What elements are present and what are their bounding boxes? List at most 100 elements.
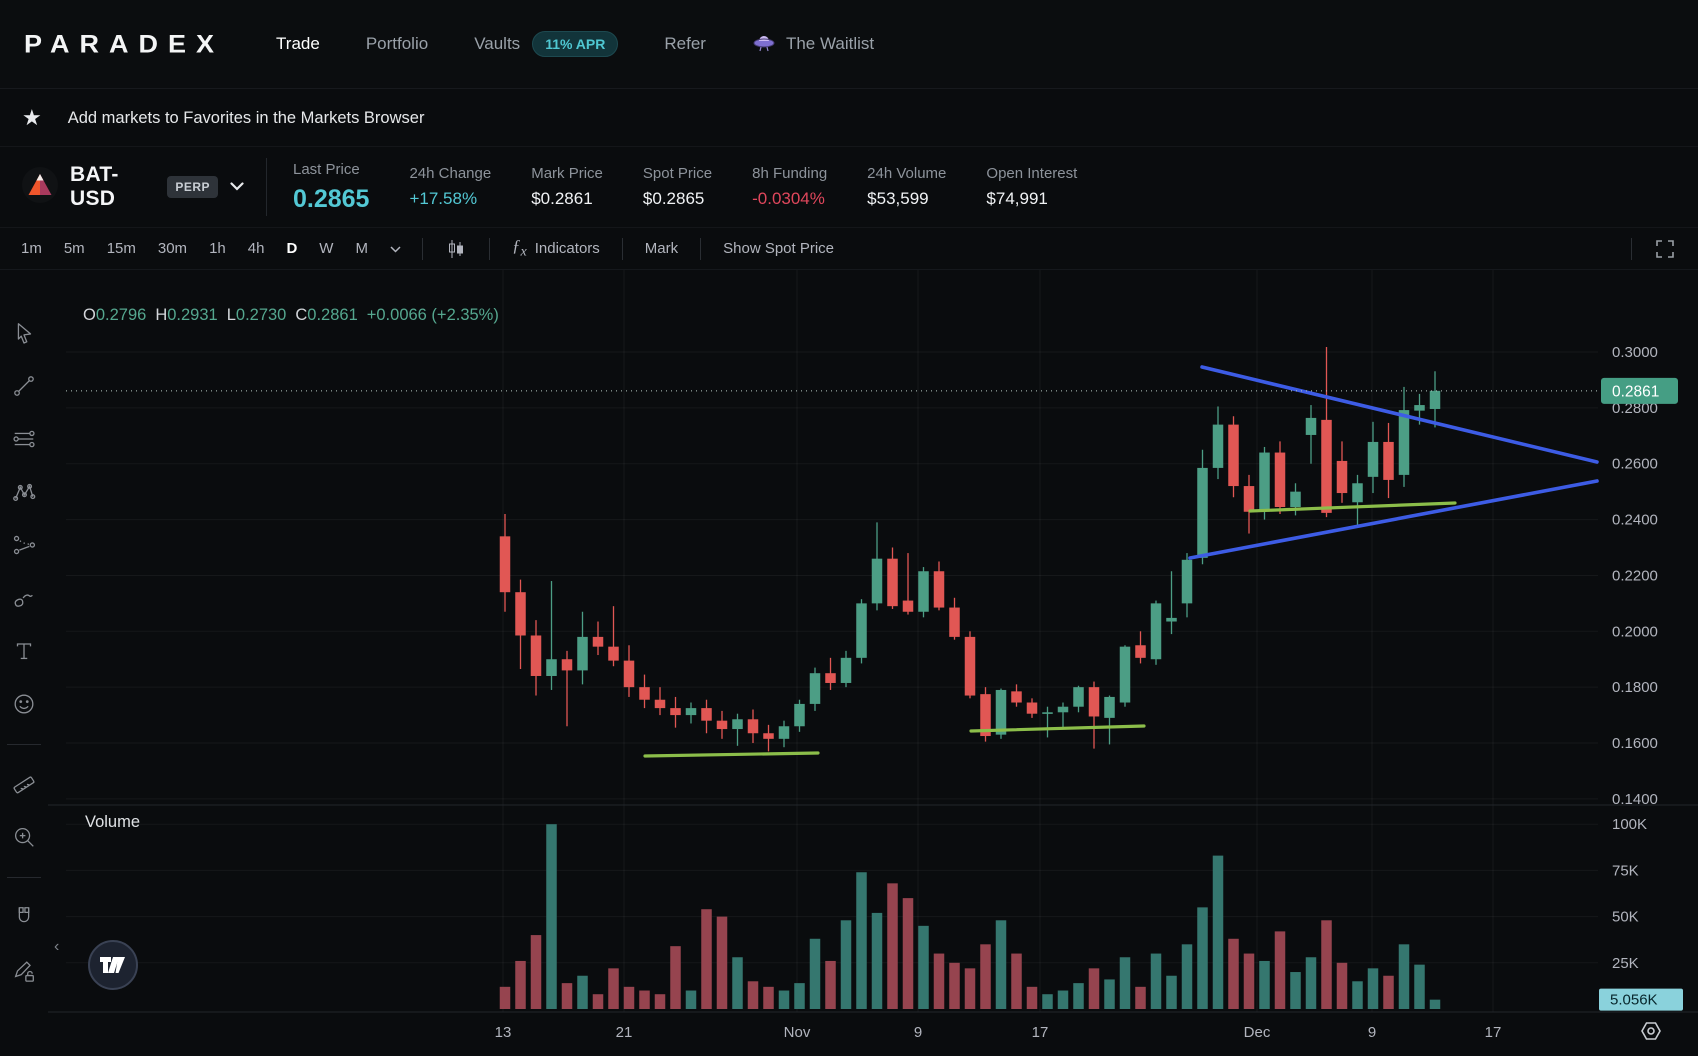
volume-bar (1321, 920, 1332, 1009)
support-line-oct-support[interactable] (643, 751, 820, 758)
candle-body (592, 636, 604, 647)
nav-vaults[interactable]: Vaults (474, 34, 521, 53)
timeframe-1w[interactable]: W (319, 240, 334, 257)
brush-tool[interactable] (9, 583, 39, 613)
candle-body (1228, 424, 1239, 487)
mark-price-toggle[interactable]: Mark (644, 240, 679, 257)
emoji-tool[interactable] (9, 689, 39, 719)
volume-bar (654, 994, 666, 1009)
candle-body (778, 726, 790, 739)
tools-divider (7, 744, 41, 745)
magnet-tool[interactable] (9, 902, 39, 932)
support-line-dec-support[interactable] (1248, 501, 1457, 513)
support-line-nov-support[interactable] (969, 724, 1146, 733)
trendline-upper-triangle[interactable] (1200, 365, 1599, 464)
price-axis-label: 0.2800 (1612, 400, 1658, 417)
date-axis-label: 17 (1032, 1024, 1049, 1041)
favorite-star-icon[interactable]: ★ (22, 105, 42, 130)
cursor-tool[interactable] (9, 318, 39, 348)
timeframe-5m[interactable]: 5m (63, 240, 85, 257)
trendline-lower-triangle[interactable] (1188, 479, 1599, 560)
toolbar-separator (1631, 237, 1632, 260)
fullscreen-icon[interactable] (1642, 238, 1688, 260)
date-axis-label: Nov (784, 1024, 811, 1041)
volume-bar (763, 986, 774, 1009)
zoom-in-tool[interactable] (9, 822, 39, 852)
timeframe-1m[interactable]: 1m (21, 240, 42, 257)
chart-settings-gear-icon[interactable] (1638, 1018, 1664, 1049)
nav-refer[interactable]: Refer (664, 34, 706, 53)
collapse-toolbar-chevron-icon[interactable]: ‹ (54, 938, 60, 955)
drawing-edit-lock-tool[interactable] (9, 955, 39, 985)
nav-trade[interactable]: Trade (276, 34, 320, 53)
trend-line-tool[interactable] (9, 371, 39, 401)
volume-bar (949, 962, 960, 1009)
volume-bar (1259, 960, 1270, 1009)
candle-body (1290, 491, 1301, 508)
volume-bar (1367, 968, 1379, 1009)
candle-body (1383, 441, 1394, 480)
chart-style-button[interactable] (433, 238, 479, 260)
timeframe-1d[interactable]: D (286, 240, 298, 257)
volume-bar (1290, 972, 1301, 1009)
volume-bar (670, 946, 681, 1009)
candle-body (1197, 467, 1208, 558)
volume-bar (1414, 964, 1425, 1009)
open-value: 0.2796 (95, 306, 147, 324)
volume-bar (530, 935, 542, 1009)
volume-bar (825, 960, 836, 1009)
volume-bar (995, 920, 1007, 1009)
market-selector[interactable]: BAT-USD PERP (0, 163, 266, 211)
toolbar-separator (700, 237, 702, 260)
volume-bar (1274, 931, 1286, 1009)
candle-body (871, 558, 883, 604)
text-tool[interactable] (9, 636, 39, 666)
timeframe-menu-chevron-icon[interactable] (379, 240, 412, 257)
measure-tool[interactable] (9, 769, 39, 799)
candles-icon (448, 239, 463, 258)
indicators-button[interactable]: ƒx Indicators (511, 236, 600, 260)
volume-bar (1057, 990, 1069, 1009)
stat-24h-volume: 24h Volume $53,599 (867, 165, 947, 208)
timeframe-4h[interactable]: 4h (247, 240, 265, 257)
volume-bar (1197, 907, 1208, 1009)
chevron-down-icon (230, 178, 244, 196)
timeframe-1mo[interactable]: M (355, 240, 368, 257)
current-price-tag (1601, 377, 1678, 404)
timeframe-1h[interactable]: 1h (209, 240, 226, 257)
volume-bar (1011, 953, 1022, 1009)
candle-body (763, 733, 774, 739)
volume-bar (871, 912, 883, 1009)
volume-bar (1212, 855, 1224, 1009)
forecast-tool[interactable] (9, 530, 39, 560)
nav-portfolio[interactable]: Portfolio (365, 34, 429, 53)
ufo-icon (752, 32, 776, 57)
volume-bar (1104, 979, 1115, 1009)
fx-icon: ƒx (511, 236, 527, 260)
volume-bar (623, 986, 635, 1009)
close-label: C (295, 306, 308, 324)
market-symbol: BAT-USD (70, 163, 119, 210)
volume-bar (933, 953, 945, 1009)
candle-body (1274, 452, 1286, 508)
date-axis-label: 21 (616, 1024, 633, 1041)
tradingview-logo[interactable] (88, 940, 138, 990)
nav-waitlist[interactable]: The Waitlist (752, 32, 874, 57)
candle-body (887, 558, 898, 607)
candle-body (1073, 687, 1084, 707)
fib-lines-tool[interactable] (9, 424, 39, 454)
volume-bar (1042, 994, 1053, 1009)
volume-bar (577, 975, 588, 1009)
candle-body (809, 673, 821, 704)
candle-body (577, 636, 588, 671)
timeframe-15m[interactable]: 15m (106, 240, 136, 257)
chart-svg[interactable]: 0.3000 0.2800 0.2600 0.2400 0.2200 0.2000 0.18… (48, 270, 1698, 1056)
timeframe-30m[interactable]: 30m (157, 240, 188, 257)
show-spot-price-toggle[interactable]: Show Spot Price (723, 240, 835, 257)
volume-bar (499, 986, 511, 1009)
candle-body (1429, 390, 1441, 409)
stat-open-interest: Open Interest $74,991 (986, 165, 1078, 208)
toolbar-separator (421, 237, 423, 260)
candle-body (949, 607, 960, 637)
xabcd-pattern-tool[interactable] (9, 477, 39, 507)
